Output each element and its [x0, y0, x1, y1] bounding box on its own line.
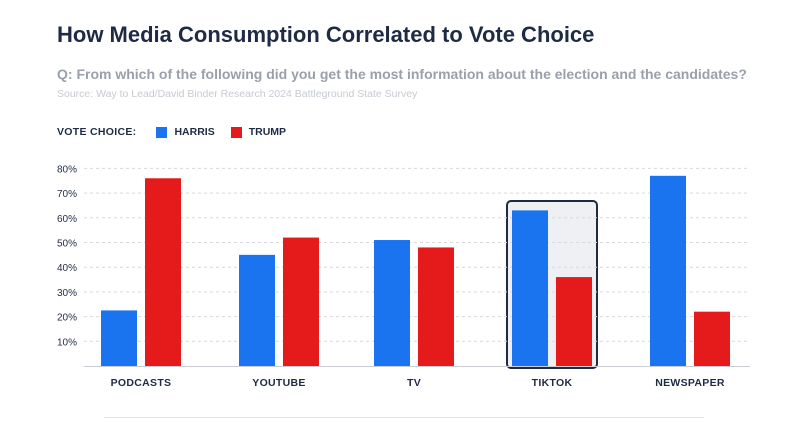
bar-harris-tv — [374, 240, 410, 366]
y-tick-label: 10% — [57, 337, 77, 348]
legend-item-trump: TRUMP — [230, 126, 287, 138]
y-tick-label: 30% — [57, 288, 77, 299]
legend-label-harris: HARRIS — [174, 126, 215, 138]
x-category-label: TV — [407, 377, 421, 389]
legend-swatch-trump — [230, 126, 242, 138]
bar-trump-tv — [418, 247, 454, 366]
bar-trump-youtube — [283, 237, 319, 366]
y-tick-label: 50% — [57, 239, 77, 250]
y-tick-label: 20% — [57, 313, 77, 324]
y-tick-label: 70% — [57, 189, 77, 200]
y-tick-label: 80% — [57, 164, 77, 175]
bar-harris-tiktok — [512, 210, 548, 366]
y-tick-label: 40% — [57, 263, 77, 274]
bar-trump-podcasts — [145, 178, 181, 366]
legend: VOTE CHOICE: HARRIS TRUMP — [57, 126, 302, 138]
y-tick-label: 60% — [57, 214, 77, 225]
legend-label-trump: TRUMP — [248, 126, 287, 138]
bar-harris-youtube — [239, 254, 275, 366]
x-category-label: NEWSPAPER — [655, 377, 725, 389]
legend-item-harris: HARRIS — [156, 126, 215, 138]
chart-title: How Media Consumption Correlated to Vote… — [57, 22, 595, 47]
legend-swatch-harris — [156, 126, 168, 138]
bar-harris-newspaper — [650, 175, 686, 366]
bar-harris-podcasts — [101, 310, 137, 366]
legend-title: VOTE CHOICE: — [57, 126, 137, 138]
x-category-label: PODCASTS — [111, 377, 172, 389]
source-note: Source: Way to Lead/David Binder Researc… — [57, 88, 418, 100]
bar-trump-newspaper — [694, 311, 730, 366]
x-category-label: TIKTOK — [532, 377, 573, 389]
survey-question: Q: From which of the following did you g… — [57, 66, 747, 82]
x-category-label: YOUTUBE — [252, 377, 305, 389]
bar-trump-tiktok — [556, 277, 592, 366]
